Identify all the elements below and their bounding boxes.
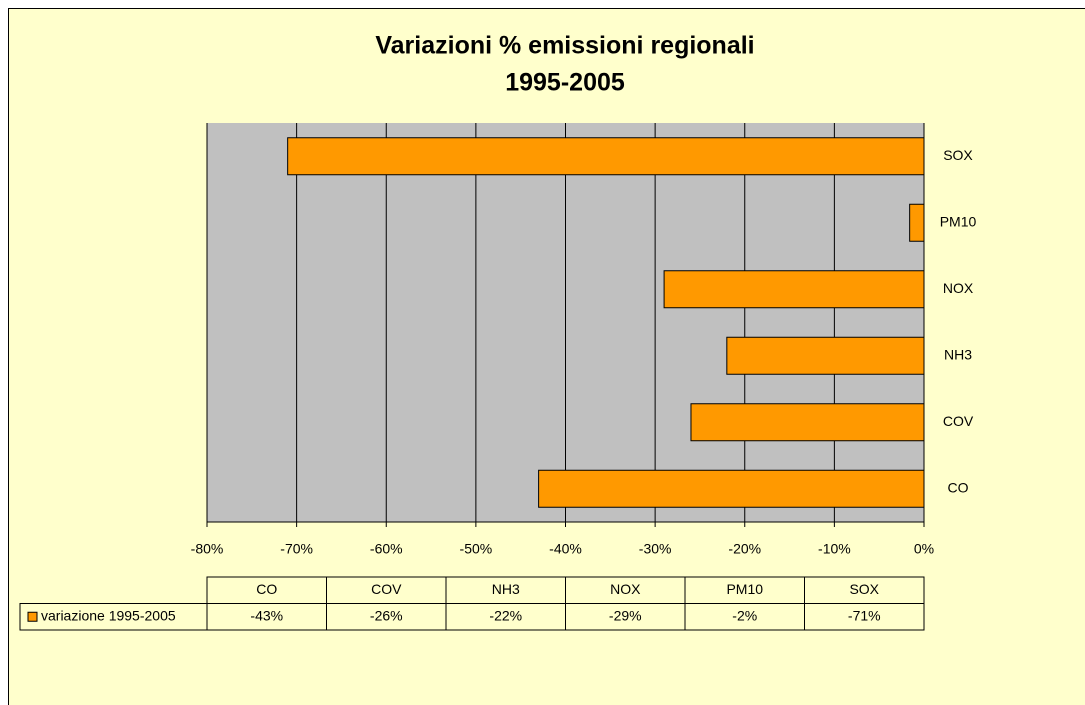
- x-tick-label: -80%: [191, 541, 224, 557]
- x-tick-label: -60%: [370, 541, 403, 557]
- table-value: -22%: [489, 607, 522, 623]
- x-tick-label: -50%: [460, 541, 493, 557]
- table-header: COV: [371, 581, 402, 597]
- y-tick-label: COV: [943, 413, 974, 429]
- y-tick-label: CO: [948, 479, 969, 495]
- y-tick-label: PM10: [940, 213, 977, 229]
- table-value: -71%: [848, 607, 881, 623]
- chart-subtitle: 1995-2005: [505, 69, 625, 97]
- table-value: -29%: [609, 607, 642, 623]
- table-value: -43%: [250, 607, 283, 623]
- x-tick-label: -20%: [728, 541, 761, 557]
- bar: [726, 336, 925, 375]
- chart-title: Variazioni % emissioni regionali: [375, 32, 754, 60]
- bar: [663, 270, 925, 309]
- table-header: CO: [256, 581, 277, 597]
- bar: [909, 203, 925, 242]
- bar: [538, 469, 925, 508]
- table-header: NH3: [492, 581, 520, 597]
- bar: [287, 137, 925, 176]
- table-value: -2%: [732, 607, 757, 623]
- x-tick-label: -40%: [549, 541, 582, 557]
- y-tick-label: NOX: [943, 280, 974, 296]
- x-tick-label: -70%: [280, 541, 313, 557]
- x-tick-label: 0%: [914, 541, 934, 557]
- table-header: PM10: [726, 581, 763, 597]
- legend-label: variazione 1995-2005: [41, 607, 176, 623]
- x-tick-label: -30%: [639, 541, 672, 557]
- bar: [690, 403, 925, 442]
- table-value: -26%: [370, 607, 403, 623]
- y-tick-label: NH3: [944, 346, 972, 362]
- table-header: SOX: [849, 581, 879, 597]
- table-header: NOX: [610, 581, 641, 597]
- legend-swatch: [27, 611, 38, 622]
- y-tick-label: SOX: [943, 147, 973, 163]
- x-tick-label: -10%: [818, 541, 851, 557]
- table-cell: [804, 603, 925, 631]
